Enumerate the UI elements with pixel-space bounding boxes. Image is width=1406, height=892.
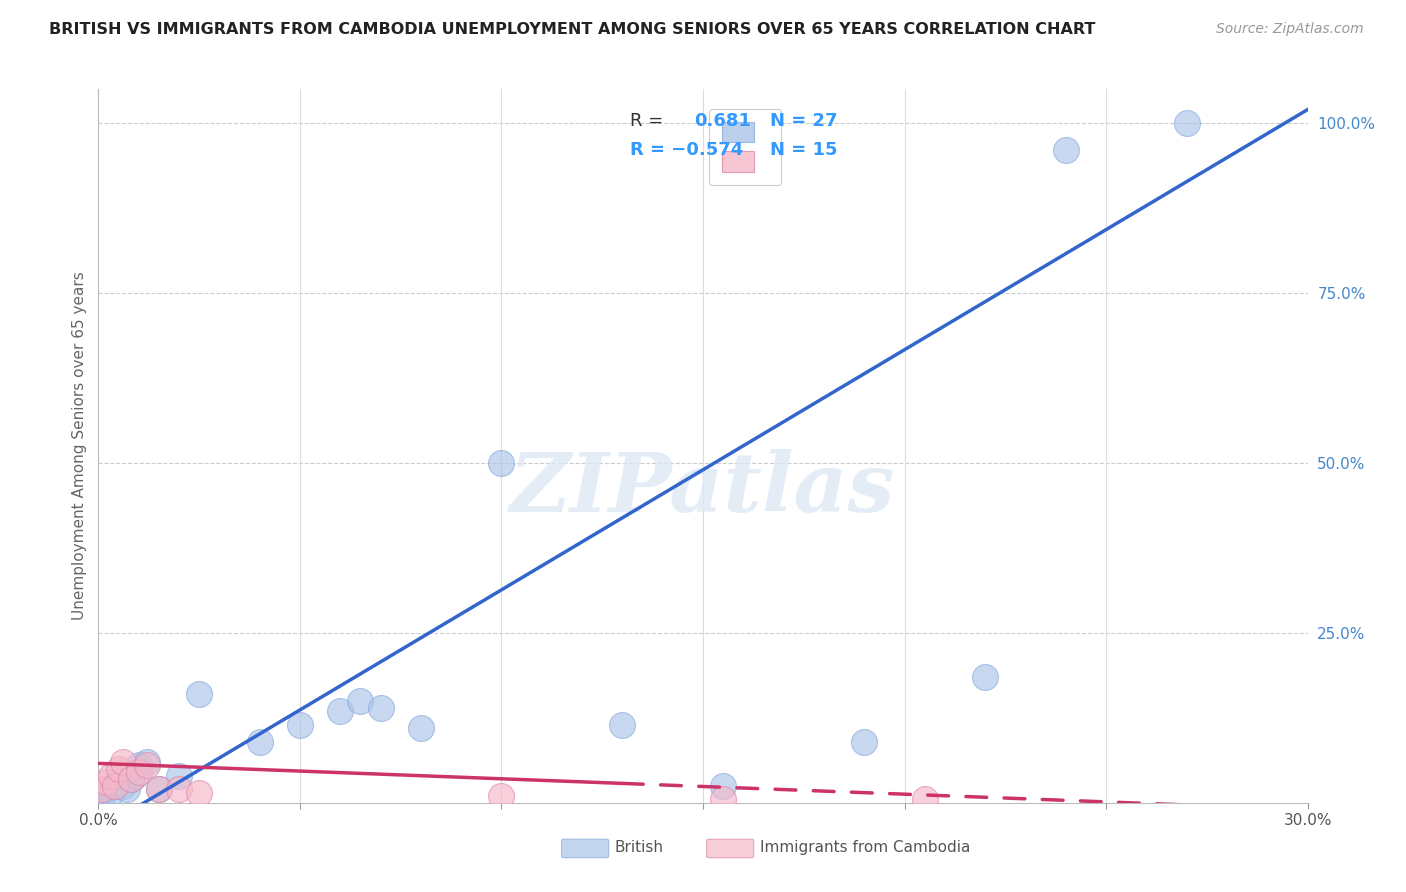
- Text: BRITISH VS IMMIGRANTS FROM CAMBODIA UNEMPLOYMENT AMONG SENIORS OVER 65 YEARS COR: BRITISH VS IMMIGRANTS FROM CAMBODIA UNEM…: [49, 22, 1095, 37]
- Point: [329, 704, 352, 718]
- Point: [91, 789, 114, 803]
- Point: [135, 758, 157, 772]
- Y-axis label: Unemployment Among Seniors over 65 years: Unemployment Among Seniors over 65 years: [72, 272, 87, 620]
- Point: [188, 687, 211, 701]
- Point: [188, 786, 211, 800]
- Point: [115, 782, 138, 797]
- Point: [349, 694, 371, 708]
- Point: [96, 782, 118, 797]
- Point: [491, 789, 513, 803]
- Point: [711, 779, 734, 793]
- Point: [103, 779, 125, 793]
- Point: [370, 700, 392, 714]
- Point: [249, 734, 271, 748]
- Point: [120, 772, 142, 786]
- Point: [124, 769, 146, 783]
- Text: R =: R =: [630, 112, 664, 130]
- Point: [128, 758, 150, 772]
- Legend: , : ,: [709, 109, 782, 185]
- Point: [135, 755, 157, 769]
- Point: [96, 775, 118, 789]
- Point: [111, 755, 134, 769]
- Point: [1175, 116, 1198, 130]
- Point: [853, 734, 876, 748]
- Point: [409, 721, 432, 735]
- Text: Source: ZipAtlas.com: Source: ZipAtlas.com: [1216, 22, 1364, 37]
- Point: [148, 782, 170, 797]
- Text: N = 15: N = 15: [769, 141, 837, 159]
- Point: [100, 769, 122, 783]
- FancyBboxPatch shape: [561, 839, 609, 858]
- Point: [128, 765, 150, 780]
- Point: [612, 717, 634, 731]
- Point: [167, 782, 190, 797]
- Point: [491, 456, 513, 470]
- Text: Immigrants from Cambodia: Immigrants from Cambodia: [759, 839, 970, 855]
- Text: R = −0.574: R = −0.574: [630, 141, 744, 159]
- Point: [167, 769, 190, 783]
- Point: [103, 779, 125, 793]
- Point: [148, 782, 170, 797]
- Point: [91, 782, 114, 797]
- Point: [974, 670, 997, 684]
- Point: [107, 762, 129, 776]
- Point: [1054, 144, 1077, 158]
- Point: [100, 786, 122, 800]
- Text: N = 27: N = 27: [769, 112, 837, 130]
- Text: ZIPatlas: ZIPatlas: [510, 449, 896, 529]
- Point: [711, 792, 734, 806]
- Point: [914, 792, 936, 806]
- Text: British: British: [614, 839, 664, 855]
- FancyBboxPatch shape: [707, 839, 754, 858]
- Text: 0.681: 0.681: [695, 112, 752, 130]
- Point: [120, 772, 142, 786]
- Point: [288, 717, 311, 731]
- Point: [107, 775, 129, 789]
- Point: [111, 779, 134, 793]
